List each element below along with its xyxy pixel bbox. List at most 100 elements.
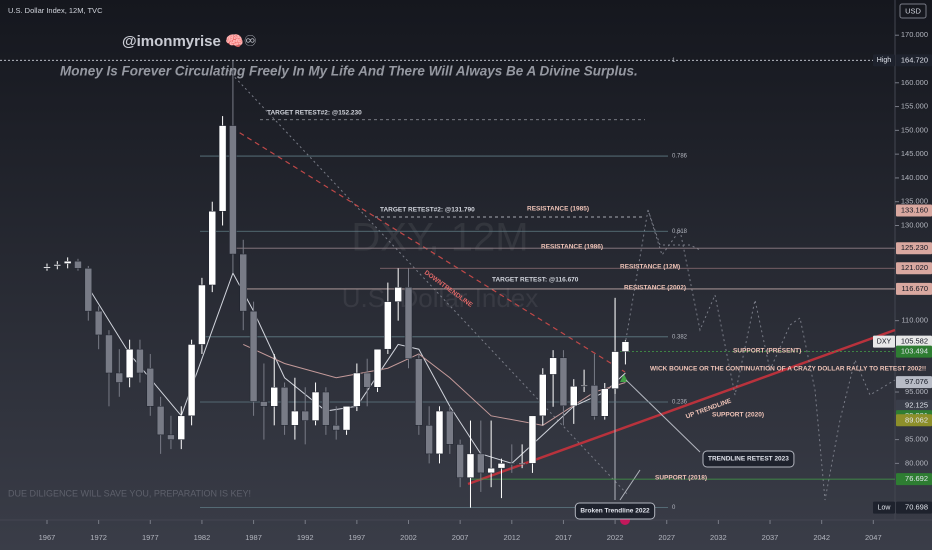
price-tag: Low [878,504,892,511]
candle-body [84,268,93,312]
candle-body [239,253,247,312]
projection-path [647,209,701,251]
y-tick-label: 130.000 [901,220,928,229]
price-badge [896,282,932,295]
candle-body [125,348,134,378]
candle-body [53,264,62,267]
candle-body [177,415,186,440]
price-badge-label: 116.670 [901,284,928,293]
candle-body [590,385,599,417]
x-tick-label: 1992 [297,533,314,542]
y-tick-label: 85.000 [905,435,928,444]
price-tag-box [873,501,895,514]
candle-body [435,410,444,455]
annotation: Broken Trendline 2022 [580,508,650,515]
x-tick-label: 2037 [762,533,779,542]
candle-body [270,387,278,407]
price-tag: High [877,57,892,64]
candle-body [497,463,506,469]
y-tick-label: 80.000 [905,458,928,467]
y-tick-label: 170.000 [901,30,928,39]
annotation: SUPPORT (2020) [712,412,764,419]
y-tick-label: 160.000 [901,78,928,87]
x-tick-label: 2002 [400,533,417,542]
y-tick-label: 155.000 [901,102,928,111]
fib-label: 0.618 [672,229,688,235]
candle-body [260,401,268,407]
price-badge [896,399,932,412]
x-tick-label: 2007 [452,533,469,542]
price-badge-label: 97.076 [905,377,928,386]
chart-title: U.S. Dollar Index, 12M, TVC [8,6,103,15]
price-badge-label: 133.160 [901,205,928,214]
price-badge-label: 89.062 [905,415,928,424]
candle-body [580,385,588,387]
candle-body [425,425,433,455]
annotation-box [702,450,795,468]
y-tick-label: 140.000 [901,173,928,182]
candle-body [394,287,402,302]
author: @imonmyrise 🧠♾ [122,33,257,50]
moving-average [243,343,626,426]
candle-body [518,463,526,465]
candle-body [477,453,485,474]
candle-body [549,357,557,375]
price-badge-label: 105.582 [901,337,928,346]
candle-body [115,372,124,383]
price-badge [896,54,932,67]
x-tick-label: 2032 [710,533,727,542]
price-badge [896,335,932,348]
currency: USD [905,6,921,15]
fib-label: 0 [672,505,676,511]
price-badge-label: 164.720 [901,55,928,64]
candle-body [311,391,320,421]
candle-body [146,367,155,407]
fib-label: 0.382 [672,334,688,340]
price-badge-label: 70.698 [905,503,928,512]
x-tick-label: 2047 [865,533,882,542]
footer: DUE DILIGENCE WILL SAVE YOU, PREPARATION… [8,488,251,498]
candle-body [384,301,392,350]
candle-body [570,386,578,407]
annotation: TRENDLINE RETEST 2023 [708,456,789,463]
candle-body [528,415,537,464]
candle-body [466,453,475,478]
price-badge [896,262,932,275]
fib-label: 0.786 [672,154,688,160]
price-badge-label: 76.692 [905,474,928,483]
candle-body [559,357,568,407]
y-tick-label: 135.000 [901,197,928,206]
price-badge-label: 121.020 [901,263,928,272]
price-badge [896,345,932,358]
x-tick-label: 1967 [39,533,56,542]
candle-body [322,391,330,426]
candle-body [446,410,454,445]
candle-body [208,210,217,286]
candle-body [363,372,371,388]
x-tick-label: 1982 [194,533,211,542]
annotation-box [574,502,656,520]
candle-body [601,388,609,417]
candle-body [621,341,630,352]
candle-body [291,410,299,426]
x-tick-label: 1977 [142,533,159,542]
price-badge [896,204,932,217]
candle-body [404,287,413,359]
price-badge [896,414,932,427]
annotation: RESISTANCE (12M) [620,264,680,271]
currency-box [899,3,927,19]
candle-body [508,463,516,465]
annotation: TARGET RETEST#2: @152.230 [267,110,362,117]
pointer-line [625,379,701,453]
price-badge [896,376,932,389]
candle-body [136,348,144,374]
candle-body [456,444,464,478]
candle-body [280,387,289,426]
annotation: RESISTANCE (2002) [624,285,686,292]
candle-body [198,284,206,345]
price-tag-box [873,54,895,67]
candle-body [156,406,165,436]
trend-line [227,69,629,496]
annotation: RESISTANCE (1985) [527,206,589,213]
